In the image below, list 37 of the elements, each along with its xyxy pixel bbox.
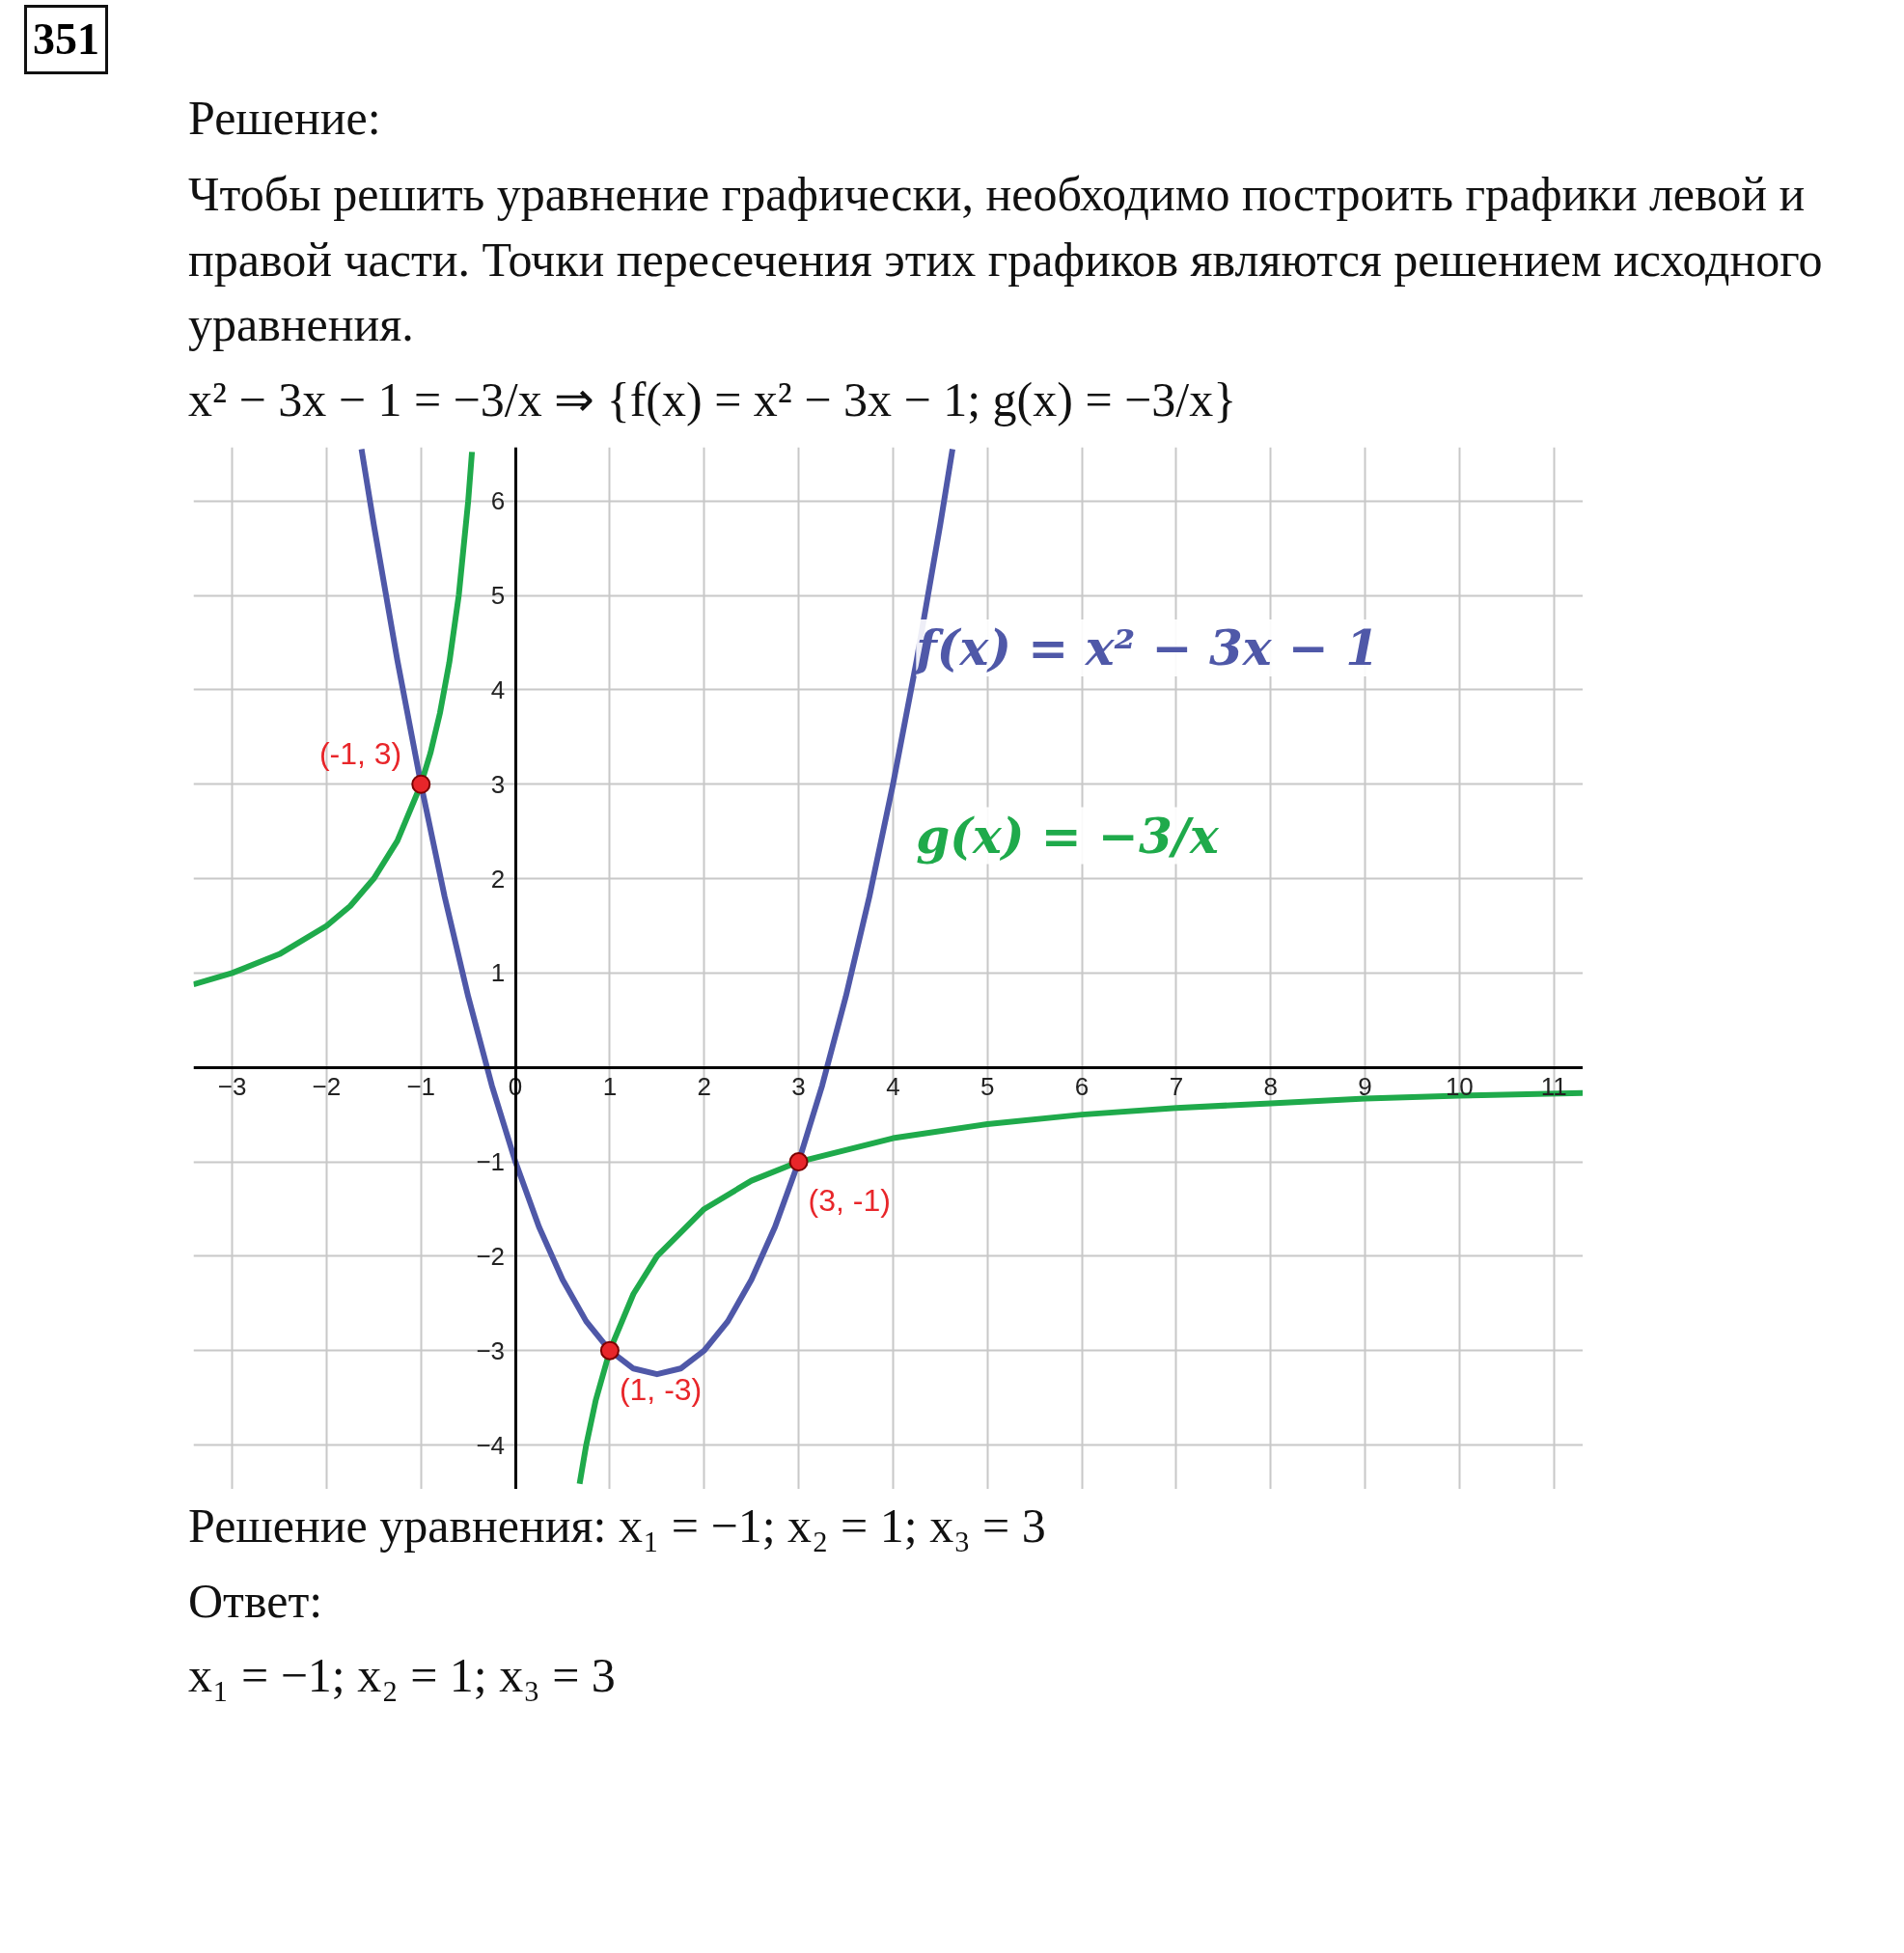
- x-tick-label: 1: [602, 1072, 618, 1102]
- text: Чтобы решить уравнение графически, необходимо построить графики левой и правой части. Точки пересечения этих графиков являются решением исходного уравнения.: [188, 166, 1824, 354]
- x-tick-label: 6: [1074, 1072, 1090, 1102]
- x-tick-label: −2: [312, 1072, 342, 1102]
- point: [411, 774, 431, 794]
- y-tick-label: 4: [490, 675, 506, 705]
- x-tick-label: 2: [697, 1072, 711, 1102]
- x-tick-label: 3: [791, 1072, 806, 1102]
- y-tick-label: 1: [490, 958, 506, 988]
- y-tick-label: −3: [476, 1335, 506, 1365]
- series-label: f(x) = x² − 3x − 1: [913, 619, 1380, 677]
- text: x² − 3x − 1 = −3/x ⇒ {f(x) = x² − 3x − 1; g(x) = −3/x}: [188, 371, 1238, 428]
- data-label: (3, -1): [808, 1183, 891, 1219]
- text: g(x) = −3/x: [916, 807, 1221, 865]
- text: Ответ:: [188, 1572, 324, 1630]
- text: x₁ = −1; x₂ = 1; x₃ = 3: [188, 1647, 617, 1705]
- chart-subtitle: Решение:: [188, 89, 381, 147]
- y-tick-label: 6: [490, 486, 506, 516]
- point: [599, 1340, 620, 1361]
- x-tick-label: 9: [1358, 1072, 1372, 1102]
- y-tick-label: 5: [490, 581, 506, 611]
- chart-title: 351: [24, 5, 108, 74]
- data-label: (-1, 3): [318, 735, 402, 771]
- y-tick-label: −2: [476, 1241, 506, 1271]
- data-label: (1, -3): [619, 1371, 703, 1407]
- y-tick-label: 3: [490, 769, 506, 799]
- x-tick-label: −1: [406, 1072, 436, 1102]
- y-tick-label: −1: [476, 1147, 506, 1177]
- x-tick-label: −3: [217, 1072, 247, 1102]
- x-tick-label: 8: [1263, 1072, 1278, 1102]
- x-tick-label: 4: [886, 1072, 900, 1102]
- x-tick-label: 5: [980, 1072, 995, 1102]
- point: [788, 1152, 809, 1172]
- text: Решение уравнения: x₁ = −1; x₂ = 1; x₃ = 3: [188, 1498, 1047, 1555]
- y-tick-label: 2: [490, 864, 506, 894]
- x-tick-label: 7: [1169, 1072, 1184, 1102]
- y-tick-label: −4: [476, 1430, 506, 1460]
